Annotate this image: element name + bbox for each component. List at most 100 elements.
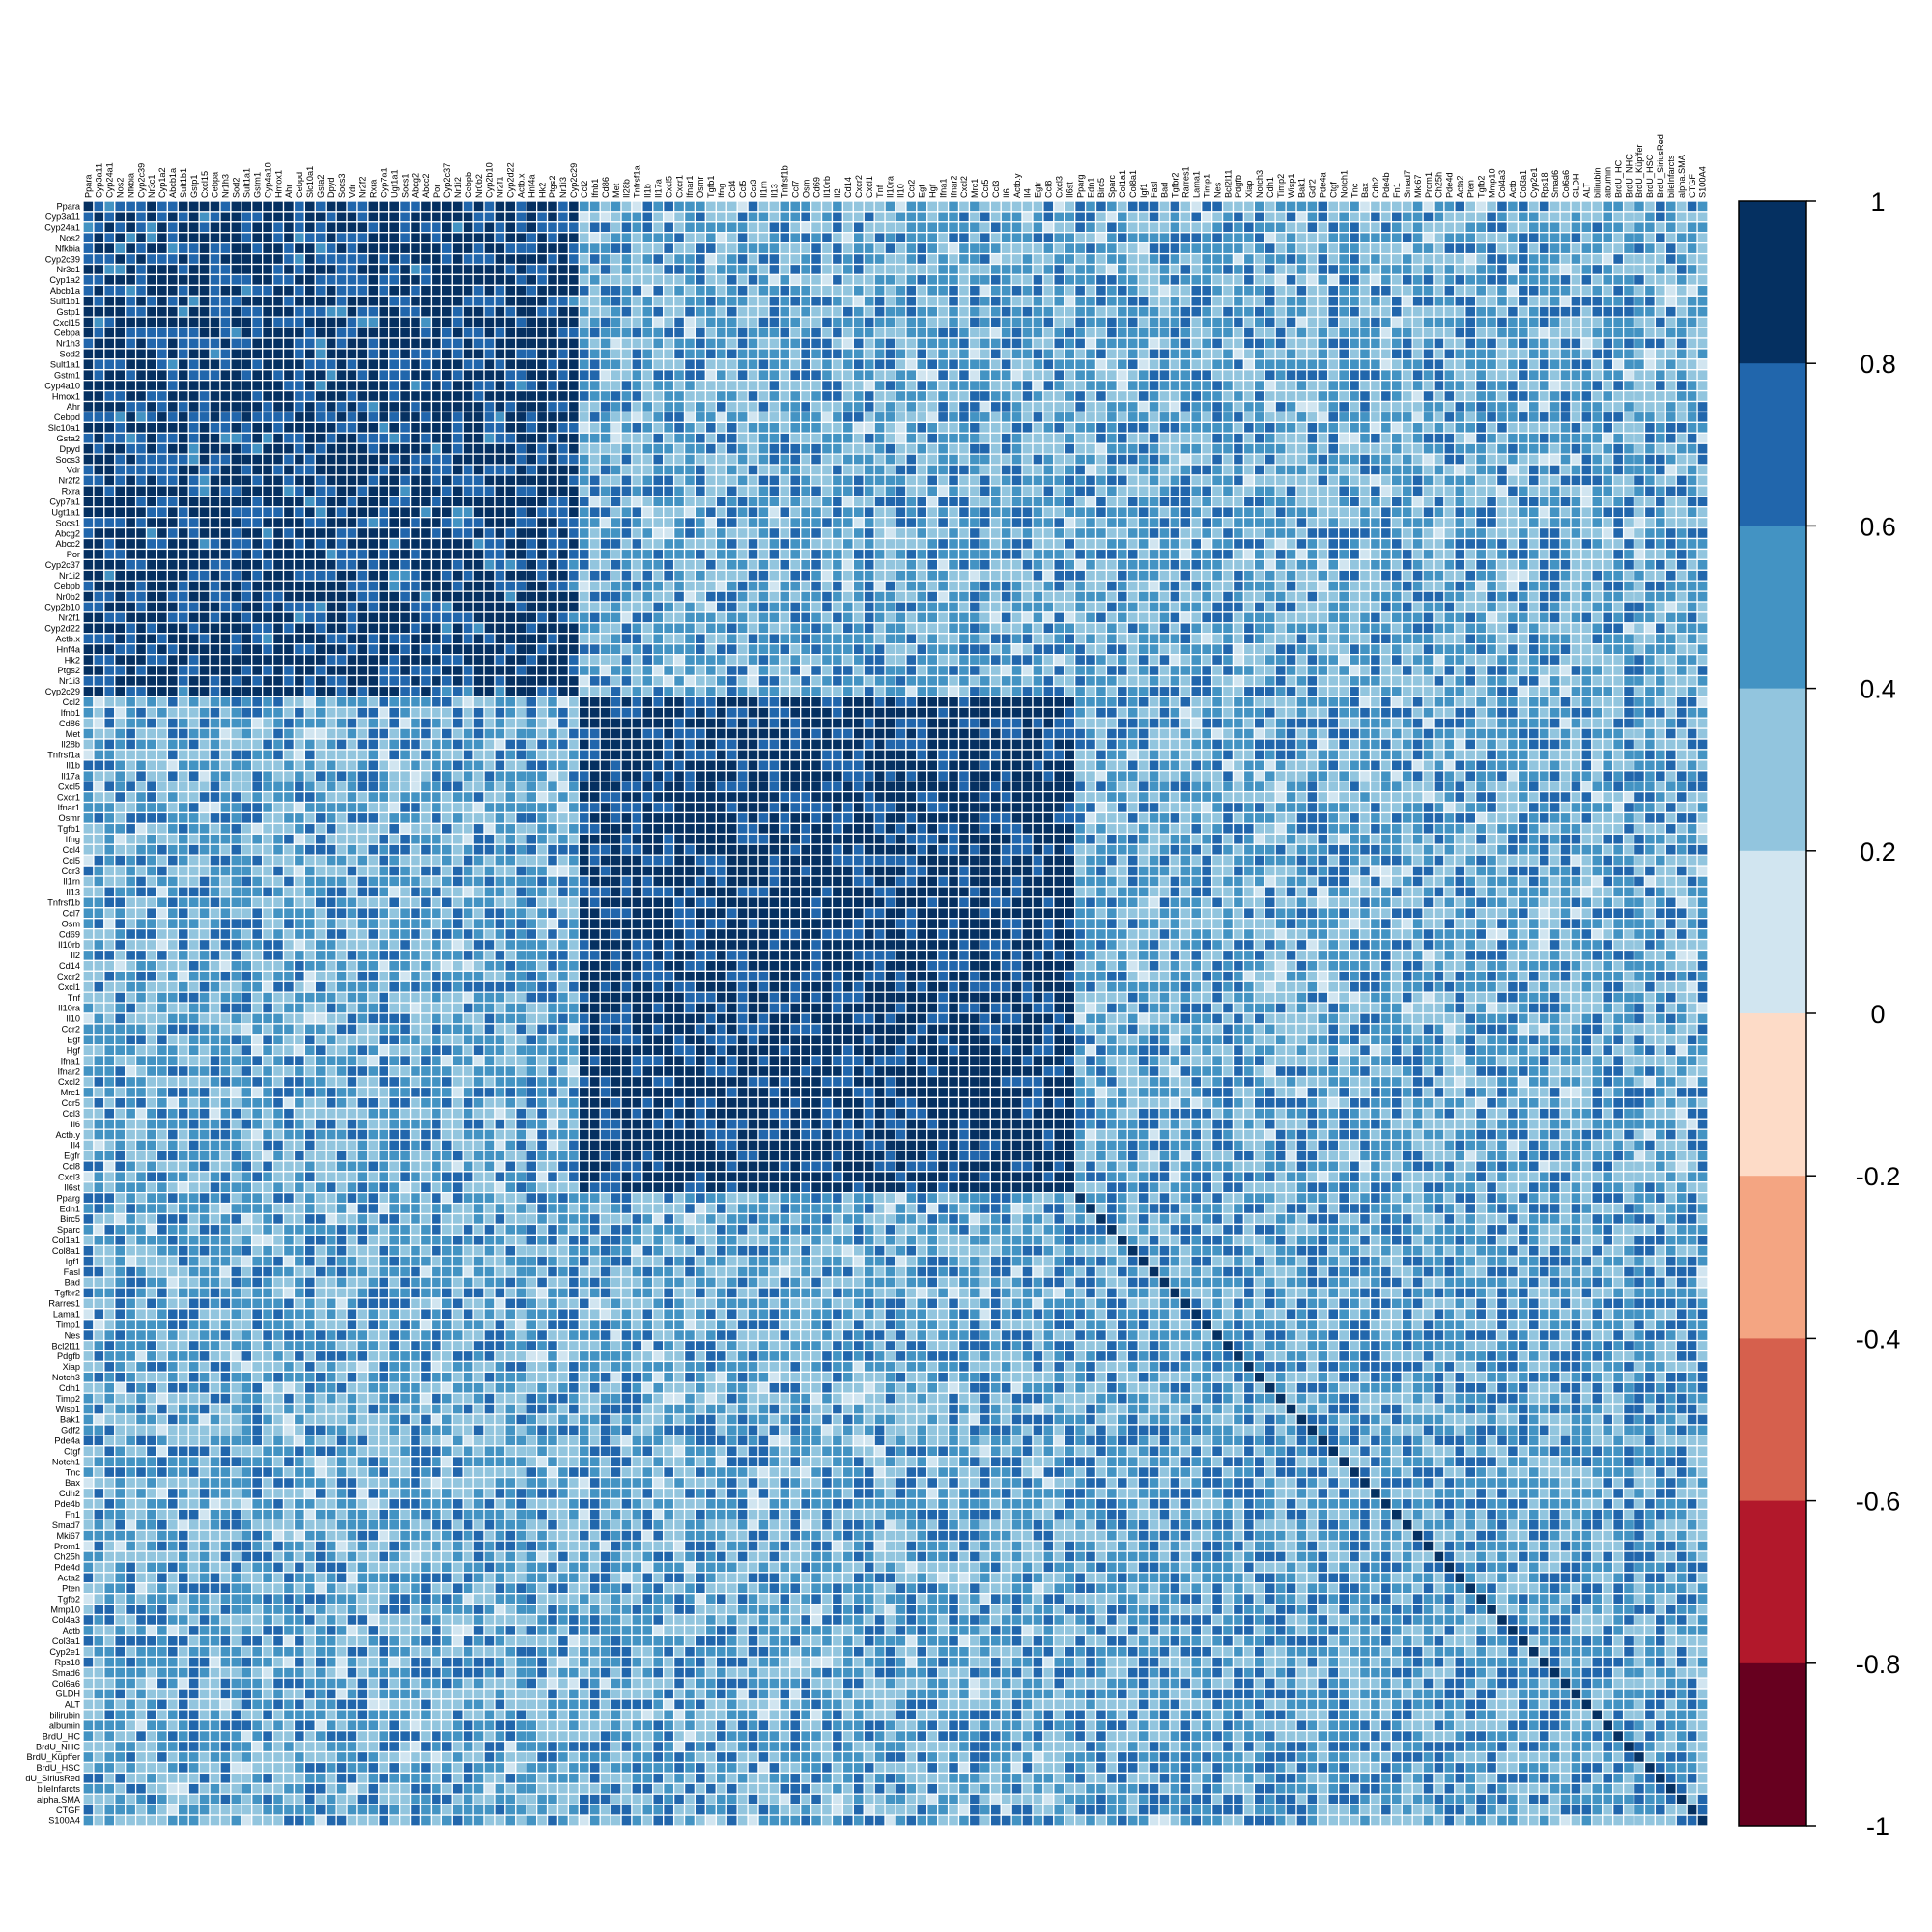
heatmap-cell <box>1201 232 1213 244</box>
heatmap-cell <box>282 263 296 276</box>
heatmap-cell <box>546 273 559 287</box>
heatmap-cell <box>472 221 485 234</box>
heatmap-cell <box>177 211 189 223</box>
heatmap-cell <box>1612 252 1625 266</box>
heatmap-cell <box>1084 252 1097 266</box>
heatmap-cell <box>1000 526 1012 540</box>
heatmap-cell <box>916 369 928 382</box>
heatmap-cell <box>1369 432 1382 444</box>
heatmap-cell <box>1506 464 1520 476</box>
heatmap-cell <box>419 295 433 307</box>
heatmap-cell <box>937 358 950 371</box>
heatmap-cell <box>1148 411 1160 424</box>
heatmap-cell <box>1538 453 1550 466</box>
heatmap-cell <box>1053 211 1065 223</box>
heatmap-cell <box>1643 496 1657 508</box>
heatmap-cell <box>1527 432 1540 444</box>
heatmap-cell <box>1179 242 1192 255</box>
heatmap-cell <box>1390 263 1403 276</box>
heatmap-cell <box>1422 316 1435 328</box>
heatmap-cell <box>262 517 274 529</box>
heatmap-cell <box>293 348 306 360</box>
heatmap-cell <box>884 517 896 529</box>
heatmap-cell <box>1696 242 1709 255</box>
heatmap-cell <box>556 442 570 455</box>
heatmap-cell <box>852 485 865 497</box>
heatmap-cell <box>1221 506 1235 519</box>
heatmap-cell <box>663 453 675 466</box>
heatmap-cell <box>409 221 422 234</box>
heatmap-cell <box>1349 200 1361 213</box>
heatmap-cell <box>672 263 686 276</box>
heatmap-cell <box>409 295 422 307</box>
heatmap-cell <box>546 517 559 529</box>
heatmap-cell <box>1126 305 1139 318</box>
heatmap-cell <box>578 305 590 318</box>
heatmap-cell <box>1158 474 1171 487</box>
heatmap-cell <box>937 273 950 287</box>
heatmap-cell <box>230 295 242 307</box>
heatmap-cell <box>494 496 506 508</box>
heatmap-cell <box>725 358 738 371</box>
heatmap-cell <box>93 517 105 529</box>
heatmap-cell <box>1158 305 1171 318</box>
heatmap-cell <box>1116 432 1128 444</box>
heatmap-cell <box>831 380 844 392</box>
heatmap-cell <box>916 453 928 466</box>
heatmap-cell <box>873 305 886 318</box>
heatmap-cell <box>631 305 643 318</box>
heatmap-cell <box>1094 263 1108 276</box>
heatmap-cell <box>1454 411 1466 424</box>
heatmap-cell <box>526 400 538 413</box>
heatmap-cell <box>810 369 823 382</box>
heatmap-cell <box>472 369 485 382</box>
heatmap-cell <box>1169 316 1181 328</box>
heatmap-cell <box>1675 453 1688 466</box>
heatmap-cell <box>873 453 886 466</box>
heatmap-cell <box>863 517 875 529</box>
heatmap-cell <box>1306 200 1319 213</box>
heatmap-cell <box>1464 389 1477 403</box>
heatmap-cell <box>177 273 189 287</box>
heatmap-cell <box>462 506 474 519</box>
heatmap-cell <box>262 252 274 266</box>
heatmap-cell <box>1158 273 1171 287</box>
heatmap-cell <box>314 496 327 508</box>
heatmap-cell <box>663 464 675 476</box>
heatmap-cell <box>314 232 327 244</box>
heatmap-cell <box>198 232 211 244</box>
heatmap-cell <box>177 295 189 307</box>
heatmap-cell <box>419 211 433 223</box>
heatmap-cell <box>957 221 971 234</box>
heatmap-cell <box>779 432 791 444</box>
heatmap-cell <box>419 273 433 287</box>
heatmap-cell <box>1253 400 1265 413</box>
heatmap-cell <box>251 252 264 266</box>
heatmap-cell <box>1000 200 1012 213</box>
heatmap-cell <box>1201 389 1213 403</box>
heatmap-cell <box>884 273 896 287</box>
heatmap-cell <box>209 506 221 519</box>
heatmap-cell <box>768 485 781 497</box>
heatmap-cell <box>1349 263 1361 276</box>
heatmap-cell <box>251 421 264 434</box>
heatmap-cell <box>757 517 770 529</box>
heatmap-cell <box>504 485 517 497</box>
heatmap-cell <box>947 526 960 540</box>
heatmap-cell <box>884 464 896 476</box>
heatmap-cell <box>810 295 823 307</box>
heatmap-cell <box>1201 263 1213 276</box>
heatmap-cell <box>1602 348 1614 360</box>
heatmap-cell <box>1443 369 1456 382</box>
heatmap-cell <box>526 358 538 371</box>
heatmap-cell <box>1401 316 1413 328</box>
heatmap-cell <box>93 380 105 392</box>
heatmap-cell <box>937 421 950 434</box>
heatmap-cell <box>1622 485 1635 497</box>
heatmap-cell <box>114 369 127 382</box>
heatmap-cell <box>768 284 781 297</box>
heatmap-cell <box>620 348 633 360</box>
heatmap-cell <box>219 442 232 455</box>
heatmap-cell <box>198 200 211 213</box>
heatmap-cell <box>641 411 654 424</box>
